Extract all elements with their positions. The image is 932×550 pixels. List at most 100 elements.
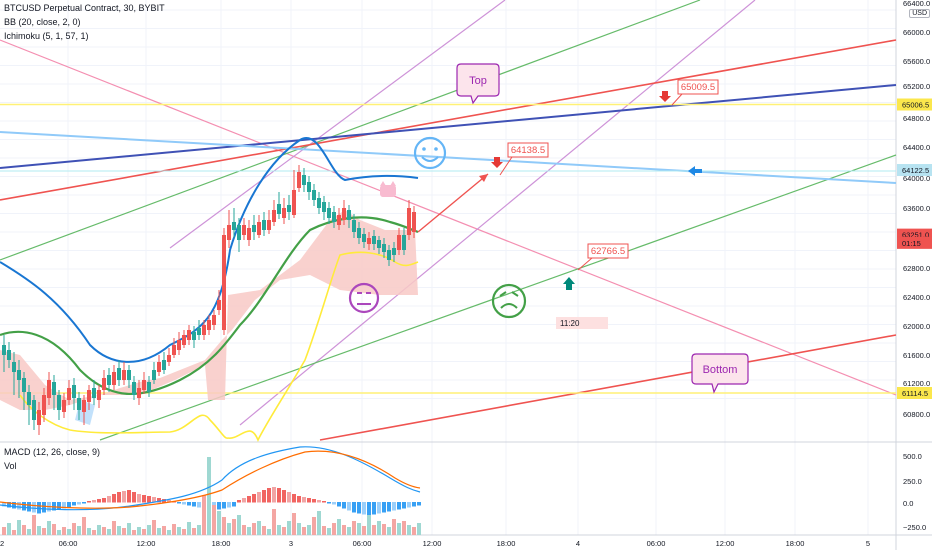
vol-bar-65 [327, 528, 331, 535]
vol-bar-73 [367, 515, 371, 535]
time-tick-8: 4 [576, 539, 580, 548]
macd-hist-22 [112, 494, 116, 503]
vol-bar-32 [162, 526, 166, 535]
vol-bar-70 [352, 521, 356, 535]
candle-body-33 [167, 355, 171, 362]
bottom-bubble [691, 353, 749, 394]
candle-body-50 [252, 225, 256, 232]
cat-icon [380, 185, 396, 197]
price-tick-6: 62800.0 [903, 264, 930, 273]
candle-body-37 [187, 330, 191, 340]
time-tick-2: 12:00 [137, 539, 156, 548]
vol-bar-45 [227, 523, 231, 535]
macd-legend[interactable]: MACD (12, 26, close, 9) [4, 447, 101, 457]
candle-body-35 [177, 340, 181, 350]
vol-bar-13 [67, 529, 71, 535]
macd-hist-82 [412, 502, 416, 507]
candle-body-1 [7, 350, 11, 360]
candle-body-17 [87, 390, 91, 402]
symbol-legend[interactable]: BTCUSD Perpetual Contract, 30, BYBIT [4, 3, 165, 13]
time-axis[interactable]: 2 06:00 12:00 18:00 3 06:00 12:00 18:00 4 06:00 12… [0, 539, 870, 548]
price-tick-0: 65600.0 [903, 57, 930, 66]
macd-hist-35 [177, 502, 181, 504]
macd-hist-58 [292, 494, 296, 503]
vol-bar-30 [152, 520, 156, 535]
projection-arrowhead [479, 174, 488, 182]
candle-body-55 [277, 204, 281, 214]
sick-face-icon [491, 283, 527, 319]
candle-body-38 [192, 332, 196, 340]
macd-hist-21 [107, 496, 111, 503]
macd-hist-27 [137, 494, 141, 503]
macd-hist-15 [77, 502, 81, 505]
bb-legend[interactable]: BB (20, close, 2, 0) [4, 17, 81, 27]
candle-body-3 [17, 370, 21, 380]
vol-bar-38 [192, 528, 196, 535]
vol-bar-81 [407, 525, 411, 535]
vol-bar-2 [12, 530, 16, 535]
vol-bar-36 [182, 529, 186, 535]
candle-body-78 [392, 248, 396, 255]
vol-bar-15 [77, 526, 81, 535]
price-tick-top: 66400.0 [903, 0, 930, 8]
vol-bar-75 [377, 521, 381, 535]
currency-button[interactable]: USD [909, 9, 930, 18]
macd-hist-10 [52, 502, 56, 511]
vol-bar-44 [222, 517, 226, 535]
macd-hist-59 [297, 496, 301, 503]
line-pink-down [0, 39, 897, 396]
candle-body-5 [27, 392, 31, 405]
vol-legend[interactable]: Vol [4, 461, 17, 471]
candle-body-47 [237, 225, 241, 240]
time-tick-7: 18:00 [497, 539, 516, 548]
macd-hist-55 [277, 488, 281, 503]
time-tick-5: 06:00 [353, 539, 372, 548]
vol-bar-19 [97, 525, 101, 535]
candle-body-63 [317, 198, 321, 208]
vol-bar-25 [127, 523, 131, 535]
candle-body-56 [282, 208, 286, 218]
macd-hist-57 [287, 492, 291, 503]
macd-hist-19 [97, 499, 101, 503]
macd-hist-64 [322, 501, 326, 503]
candle-body-14 [72, 385, 76, 398]
macd-hist-60 [302, 497, 306, 503]
ichimoku-cloud [0, 210, 418, 410]
vol-bar-33 [167, 530, 171, 535]
price-tag-0: 65006.5 [902, 101, 929, 110]
macd-hist-52 [262, 490, 266, 503]
candle-body-6 [32, 400, 36, 420]
vol-bar-35 [177, 527, 181, 535]
time-tick-0: 2 [0, 539, 4, 548]
macd-hist-65 [327, 502, 331, 504]
vol-bar-29 [147, 525, 151, 535]
vol-bar-55 [277, 525, 281, 535]
time-tick-9: 06:00 [647, 539, 666, 548]
macd-tick-2: 0.0 [903, 499, 913, 508]
vol-bar-52 [262, 526, 266, 535]
vol-bar-42 [212, 505, 216, 535]
candle-body-23 [117, 368, 121, 380]
candle-body-71 [357, 228, 361, 238]
macd-hist-70 [352, 502, 356, 513]
candle-body-41 [207, 320, 211, 330]
vol-bar-58 [292, 513, 296, 535]
macd-pane [0, 446, 421, 535]
price-tick-10: 61200.0 [903, 379, 930, 388]
vol-bar-31 [157, 528, 161, 535]
candle-body-42 [212, 315, 216, 325]
macd-hist-66 [332, 502, 336, 505]
candle-body-8 [42, 395, 46, 415]
price-axis[interactable]: 65600.0 65200.0 64800.0 64400.0 64000.0 63600… [897, 0, 932, 532]
macd-hist-12 [62, 502, 66, 509]
ichimoku-legend[interactable]: Ichimoku (5, 1, 57, 1) [4, 31, 89, 41]
macd-hist-81 [407, 502, 411, 508]
neutral-face-icon [348, 282, 380, 314]
candle-body-53 [267, 220, 271, 230]
candle-body-69 [347, 210, 351, 220]
target2-pointer [671, 93, 683, 106]
macd-hist-26 [132, 492, 136, 503]
vol-bar-76 [382, 524, 386, 535]
vol-bar-37 [187, 522, 191, 535]
